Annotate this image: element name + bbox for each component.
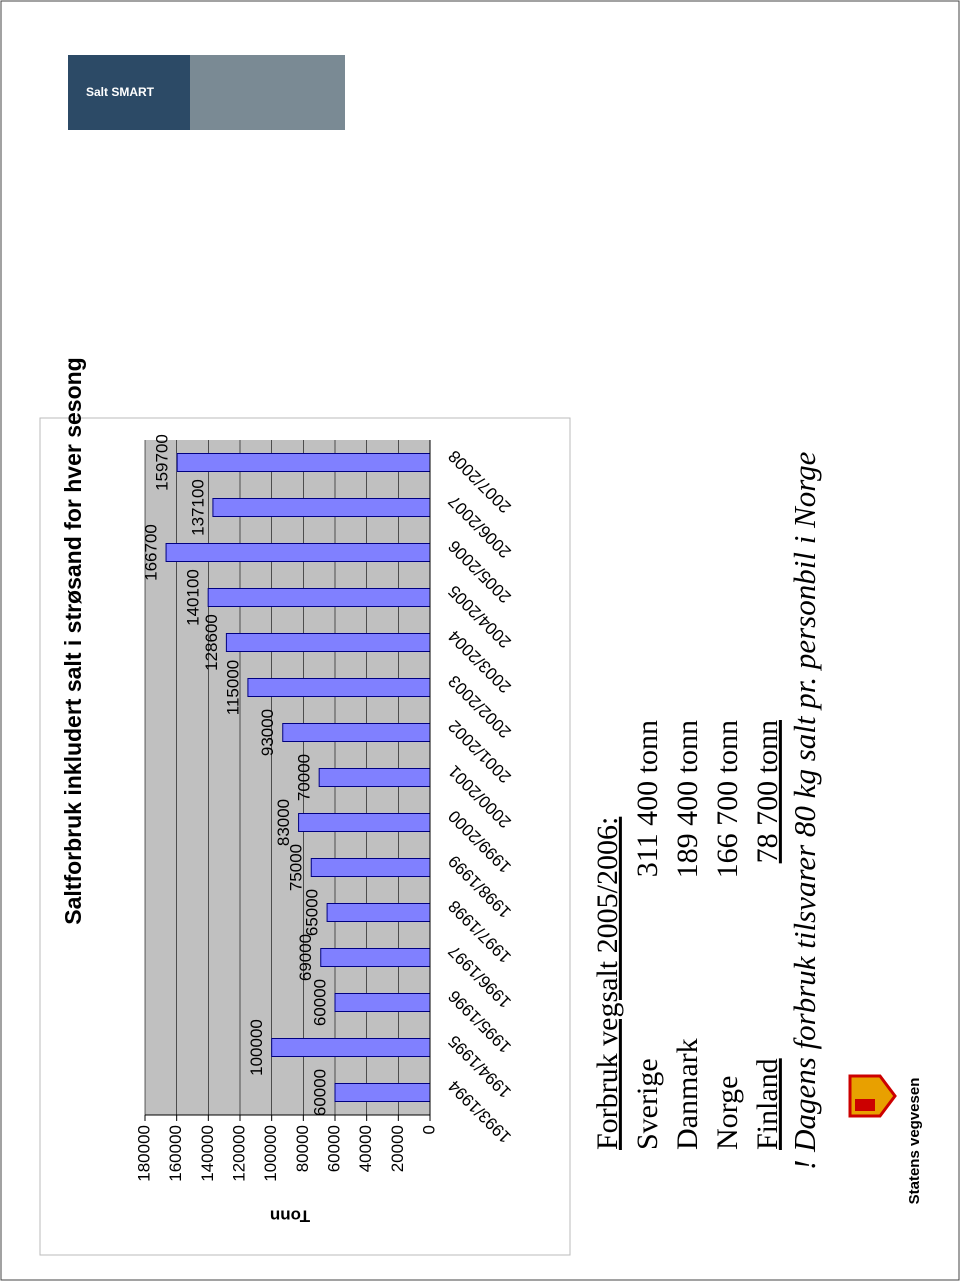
bar: [320, 948, 431, 967]
y-tick-label: 120000: [229, 1125, 248, 1182]
y-tick-label: 20000: [388, 1125, 407, 1172]
row-amount: 311 400 tonn: [631, 720, 664, 877]
row-name: Norge: [711, 1076, 744, 1150]
data-label: 93000: [258, 709, 277, 756]
vegvesen-text: Statens vegvesen: [906, 1078, 923, 1205]
row-name: Sverige: [631, 1058, 664, 1150]
note: ! Dagens forbruk tilsvarer 80 kg salt pr…: [787, 451, 822, 1170]
text-heading: Forbruk vegsalt 2005/2006:: [591, 817, 624, 1150]
bar: [334, 1083, 431, 1102]
y-axis-label: Tonn: [270, 1207, 310, 1226]
y-tick-label: 140000: [198, 1125, 217, 1182]
bar: [334, 993, 431, 1012]
bar: [298, 813, 431, 832]
bar: [326, 903, 431, 922]
y-tick-label: 60000: [324, 1125, 343, 1172]
y-tick-label: 160000: [166, 1125, 185, 1182]
data-label: 83000: [274, 799, 293, 846]
y-tick-label: 0: [419, 1125, 438, 1134]
y-tick-label: 100000: [261, 1125, 280, 1182]
bar: [247, 678, 431, 697]
data-label: 137100: [188, 479, 207, 536]
data-label: 60000: [310, 979, 329, 1026]
data-label: 100000: [247, 1019, 266, 1076]
bar: [271, 1038, 431, 1057]
vegvesen-shield: [855, 1099, 875, 1111]
plot-area: [145, 440, 430, 1115]
data-label: 115000: [223, 660, 242, 715]
bar: [225, 633, 431, 652]
row-name: Finland: [751, 1058, 784, 1150]
row-name: Danmark: [671, 1038, 704, 1150]
chart-title: Saltforbruk inkludert salt i strøsand fo…: [60, 357, 86, 924]
bar: [318, 768, 431, 787]
data-label: 140100: [184, 569, 203, 626]
bar: [310, 858, 431, 877]
row-amount: 166 700 tonn: [711, 720, 744, 878]
data-label: 69000: [296, 934, 315, 981]
salt-logo-text: Salt SMART: [86, 85, 155, 99]
data-label: 166700: [142, 524, 161, 581]
data-label: 70000: [295, 754, 314, 801]
data-label: 159700: [153, 434, 172, 491]
y-tick-label: 40000: [356, 1125, 375, 1172]
data-label: 65000: [303, 889, 322, 936]
bar: [282, 723, 431, 742]
bar: [165, 543, 431, 562]
row-amount: 189 400 tonn: [671, 720, 704, 878]
data-label: 75000: [287, 844, 306, 891]
salt-logo-image: [190, 55, 345, 130]
y-tick-label: 80000: [293, 1125, 312, 1172]
row-amount: 78 700 tonn: [751, 720, 784, 863]
y-tick-label: 180000: [134, 1125, 153, 1182]
data-label: 128600: [202, 614, 221, 671]
bar: [176, 453, 431, 472]
bar: [207, 588, 431, 607]
data-label: 60000: [310, 1069, 329, 1116]
text-rows: Sverige 311 400 tonn Danmark 189 400 tonn No…: [631, 720, 784, 1150]
bar: [212, 498, 431, 517]
